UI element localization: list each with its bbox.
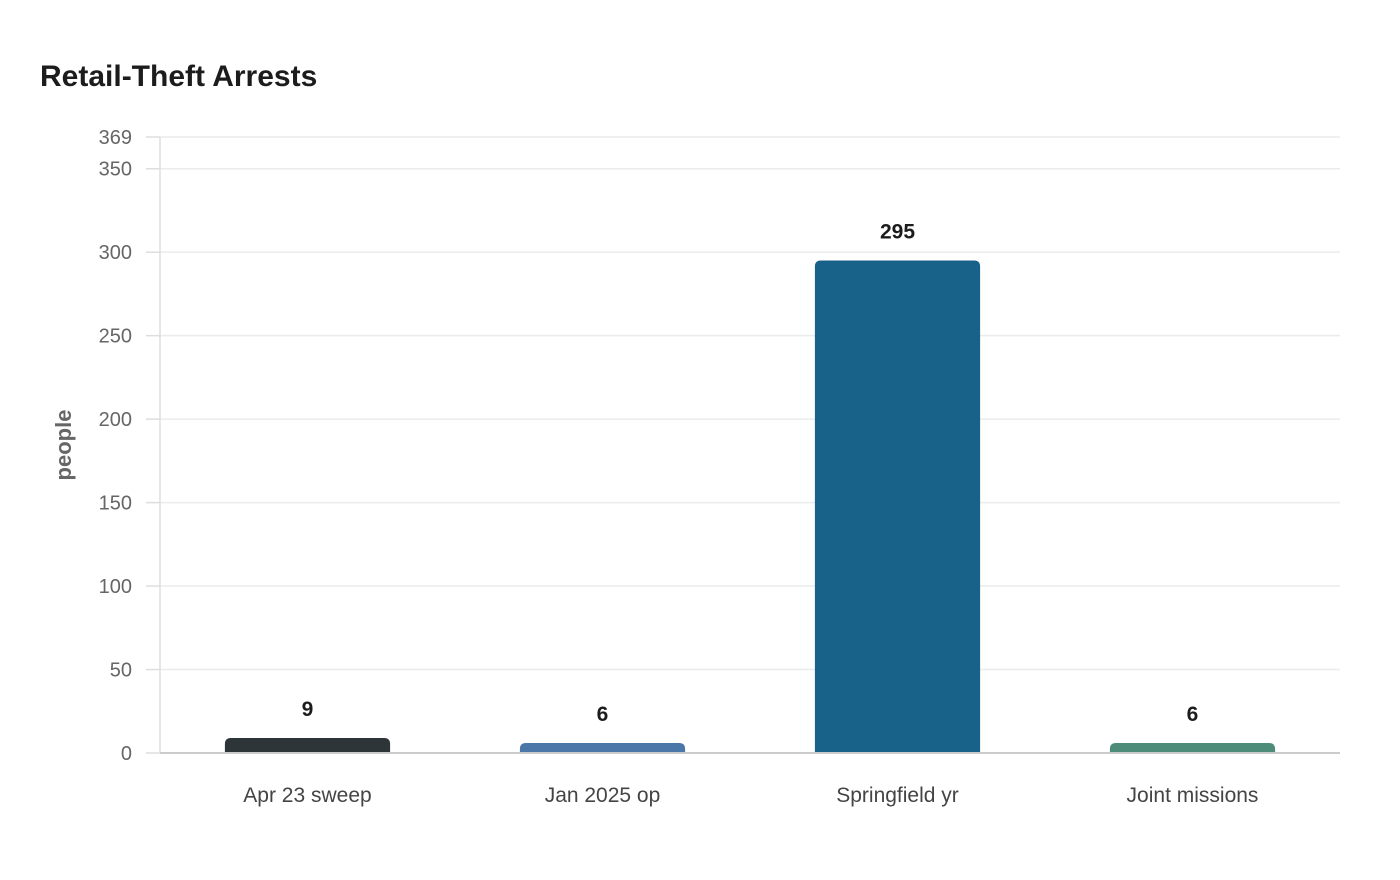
bar (519, 742, 686, 753)
gridlines (160, 136, 1340, 671)
y-tick-label: 250 (99, 326, 132, 348)
y-tick-label: 369 (99, 127, 132, 149)
x-category-label: Joint missions (1127, 784, 1259, 807)
x-category-label: Apr 23 sweep (243, 784, 371, 807)
bar (814, 260, 981, 753)
y-tick-label: 200 (99, 409, 132, 431)
y-axis-ticks: 0 50 100 150 200 250 300 350 369 (99, 127, 160, 765)
y-axis-title: people (51, 410, 76, 481)
bar (224, 737, 391, 753)
data-label: 9 (302, 698, 314, 721)
x-axis-categories: Apr 23 sweep Jan 2025 op Springfield yr Joi… (243, 784, 1258, 807)
y-tick-label: 300 (99, 242, 132, 264)
y-tick-label: 350 (99, 159, 132, 181)
y-tick-label: 100 (99, 576, 132, 598)
chart-title: Retail-Theft Arrests (40, 60, 318, 93)
data-label: 295 (880, 221, 915, 244)
data-label: 6 (597, 703, 609, 726)
bars (224, 260, 1276, 753)
y-tick-label: 0 (121, 743, 132, 765)
x-category-label: Jan 2025 op (545, 784, 661, 807)
y-tick-label: 150 (99, 493, 132, 515)
y-tick-label: 50 (110, 660, 132, 682)
bar (1109, 742, 1276, 753)
x-category-label: Springfield yr (836, 784, 959, 807)
data-labels: 9 6 295 6 (302, 221, 1199, 726)
data-label: 6 (1187, 703, 1199, 726)
